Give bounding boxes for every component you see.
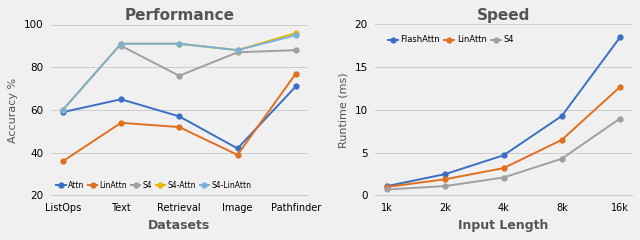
LinAttn bbox=[292, 72, 300, 75]
S4 bbox=[558, 157, 566, 160]
S4-LinAttn bbox=[234, 49, 241, 52]
S4 bbox=[117, 44, 125, 47]
S4-LinAttn bbox=[117, 42, 125, 45]
S4-Attn bbox=[117, 42, 125, 45]
LinAttn bbox=[59, 160, 67, 163]
S4-LinAttn bbox=[59, 108, 67, 111]
Attn bbox=[292, 85, 300, 88]
LinAttn bbox=[175, 126, 183, 129]
S4-LinAttn bbox=[292, 34, 300, 37]
FlashAttn bbox=[383, 185, 391, 187]
Attn bbox=[175, 115, 183, 118]
S4 bbox=[500, 176, 508, 179]
Attn bbox=[234, 147, 241, 150]
LinAttn bbox=[500, 167, 508, 169]
S4 bbox=[383, 188, 391, 191]
S4 bbox=[234, 51, 241, 54]
Legend: Attn, LinAttn, S4, S4-Attn, S4-LinAttn: Attn, LinAttn, S4, S4-Attn, S4-LinAttn bbox=[55, 180, 253, 192]
FlashAttn bbox=[616, 36, 624, 39]
FlashAttn bbox=[558, 114, 566, 117]
LinAttn bbox=[383, 186, 391, 188]
Line: FlashAttn: FlashAttn bbox=[385, 35, 623, 188]
S4-Attn bbox=[59, 108, 67, 111]
Line: Attn: Attn bbox=[60, 84, 298, 151]
Attn bbox=[59, 111, 67, 114]
S4 bbox=[292, 49, 300, 52]
Line: LinAttn: LinAttn bbox=[385, 84, 623, 189]
Line: S4: S4 bbox=[385, 116, 623, 192]
Line: LinAttn: LinAttn bbox=[60, 71, 298, 164]
X-axis label: Datasets: Datasets bbox=[148, 219, 211, 232]
Line: S4-Attn: S4-Attn bbox=[60, 31, 298, 112]
Y-axis label: Runtime (ms): Runtime (ms) bbox=[339, 72, 349, 148]
LinAttn bbox=[234, 153, 241, 156]
Line: S4: S4 bbox=[118, 43, 298, 78]
FlashAttn bbox=[442, 173, 449, 175]
LinAttn bbox=[117, 121, 125, 124]
S4 bbox=[175, 74, 183, 77]
S4 bbox=[616, 117, 624, 120]
LinAttn bbox=[558, 138, 566, 141]
S4-Attn bbox=[175, 42, 183, 45]
Line: S4-LinAttn: S4-LinAttn bbox=[60, 33, 298, 112]
Legend: FlashAttn, LinAttn, S4: FlashAttn, LinAttn, S4 bbox=[385, 32, 517, 48]
Title: Performance: Performance bbox=[124, 8, 234, 23]
FlashAttn bbox=[500, 154, 508, 157]
S4-Attn bbox=[234, 49, 241, 52]
Attn bbox=[117, 98, 125, 101]
Y-axis label: Accuracy %: Accuracy % bbox=[8, 78, 19, 143]
LinAttn bbox=[442, 178, 449, 181]
X-axis label: Input Length: Input Length bbox=[458, 219, 548, 232]
S4-Attn bbox=[292, 32, 300, 35]
Title: Speed: Speed bbox=[477, 8, 530, 23]
S4 bbox=[442, 185, 449, 187]
LinAttn bbox=[616, 85, 624, 88]
S4-LinAttn bbox=[175, 42, 183, 45]
